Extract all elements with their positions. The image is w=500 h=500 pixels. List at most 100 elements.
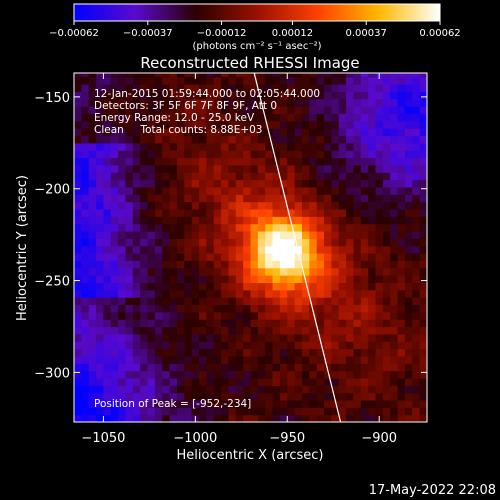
colorbar-ticks: −0.00062 −0.00037 −0.00012 0.00012 0.00037 0.… <box>49 21 461 39</box>
heatmap-cell <box>353 282 362 291</box>
heatmap-cell <box>118 341 127 350</box>
heatmap-cell <box>169 223 178 232</box>
heatmap-cell <box>375 326 384 335</box>
heatmap-cell <box>118 238 127 247</box>
heatmap-cell <box>316 76 325 85</box>
heatmap-cell <box>176 289 185 298</box>
heatmap-cell <box>294 348 303 357</box>
heatmap-cell <box>250 326 259 335</box>
x-tick-label: −950 <box>269 431 305 446</box>
heatmap-cell <box>147 135 156 144</box>
heatmap-cell <box>199 355 207 364</box>
heatmap-cell <box>287 179 296 188</box>
heatmap-cell <box>338 186 347 195</box>
heatmap-cell <box>331 363 340 372</box>
heatmap-cell <box>88 172 97 181</box>
heatmap-cell <box>199 120 207 129</box>
heatmap-cell <box>287 98 296 107</box>
heatmap-cell <box>213 282 222 291</box>
heatmap-cell <box>272 275 281 283</box>
heatmap-cell <box>338 84 347 92</box>
heatmap-cell <box>360 348 369 357</box>
heatmap-cell <box>301 326 310 335</box>
heatmap-cell <box>184 73 193 78</box>
heatmap-cell <box>419 172 427 181</box>
heatmap-cell <box>213 157 222 166</box>
heatmap-cell <box>375 333 384 342</box>
heatmap-cell <box>228 348 237 357</box>
x-axis-label: Heliocentric X (arcsec) <box>177 448 324 463</box>
colorbar-tick-label: −0.00037 <box>123 28 173 39</box>
heatmap-cell <box>176 407 185 416</box>
heatmap-cell <box>118 275 127 283</box>
heatmap-cell <box>147 201 156 210</box>
heatmap-cell <box>110 333 119 342</box>
heatmap-cell <box>110 208 119 217</box>
heatmap-cell <box>243 253 252 261</box>
heatmap-cell <box>162 98 171 107</box>
heatmap-cell <box>191 128 200 137</box>
heatmap-cell <box>419 260 427 269</box>
heatmap-cell <box>375 319 384 328</box>
heatmap-cell <box>324 76 332 85</box>
heatmap-cell <box>96 223 105 232</box>
heatmap-cell <box>184 223 193 232</box>
heatmap-cell <box>96 201 105 210</box>
heatmap-cell <box>88 311 97 320</box>
heatmap-cell <box>419 194 427 203</box>
heatmap-cell <box>103 245 112 254</box>
heatmap-cell <box>81 216 90 225</box>
heatmap-cell <box>390 311 399 320</box>
heatmap-cell <box>287 370 296 379</box>
heatmap-cell <box>375 304 384 313</box>
heatmap-cell <box>309 73 318 78</box>
heatmap-cell <box>404 142 413 151</box>
heatmap-cell <box>301 186 310 195</box>
heatmap-cell <box>140 223 149 232</box>
heatmap-cell <box>368 91 377 100</box>
heatmap-cell <box>81 84 90 92</box>
heatmap-cell <box>96 230 105 239</box>
heatmap-cell <box>309 275 318 283</box>
heatmap-cell <box>154 216 163 225</box>
heatmap-cell <box>147 113 156 122</box>
heatmap-cell <box>140 333 149 342</box>
heatmap-cell <box>199 238 207 247</box>
heatmap-cell <box>265 267 274 276</box>
heatmap-cell <box>176 311 185 320</box>
heatmap-cell <box>81 76 90 85</box>
heatmap-cell <box>206 91 215 100</box>
heatmap-cell <box>331 355 340 364</box>
heatmap-cell <box>287 84 296 92</box>
heatmap-cell <box>184 201 193 210</box>
heatmap-cell <box>301 289 310 298</box>
heatmap-cell <box>228 230 237 239</box>
heatmap-cell <box>316 106 325 115</box>
heatmap-cell <box>294 282 303 291</box>
heatmap-cell <box>390 76 399 85</box>
heatmap-cell <box>147 98 156 107</box>
heatmap-cell <box>199 223 207 232</box>
heatmap-cell <box>353 348 362 357</box>
heatmap-cell <box>103 172 112 181</box>
heatmap-cell <box>243 341 252 350</box>
heatmap-cell <box>96 106 105 115</box>
heatmap-cell <box>419 289 427 298</box>
heatmap-cell <box>221 333 230 342</box>
heatmap-cell <box>235 230 244 239</box>
heatmap-cell <box>397 253 406 261</box>
heatmap-cell <box>346 73 355 78</box>
heatmap-cell <box>279 377 288 386</box>
heatmap-cell <box>375 355 384 364</box>
heatmap-cell <box>346 157 355 166</box>
heatmap-cell <box>382 289 391 298</box>
heatmap-cell <box>74 223 82 232</box>
heatmap-cell <box>213 230 222 239</box>
heatmap-cell <box>169 363 178 372</box>
heatmap-cell <box>74 377 82 386</box>
heatmap-cell <box>213 392 222 401</box>
heatmap-cell <box>397 363 406 372</box>
heatmap-cell <box>419 333 427 342</box>
heatmap-cell <box>74 392 82 401</box>
heatmap-cell <box>272 282 281 291</box>
